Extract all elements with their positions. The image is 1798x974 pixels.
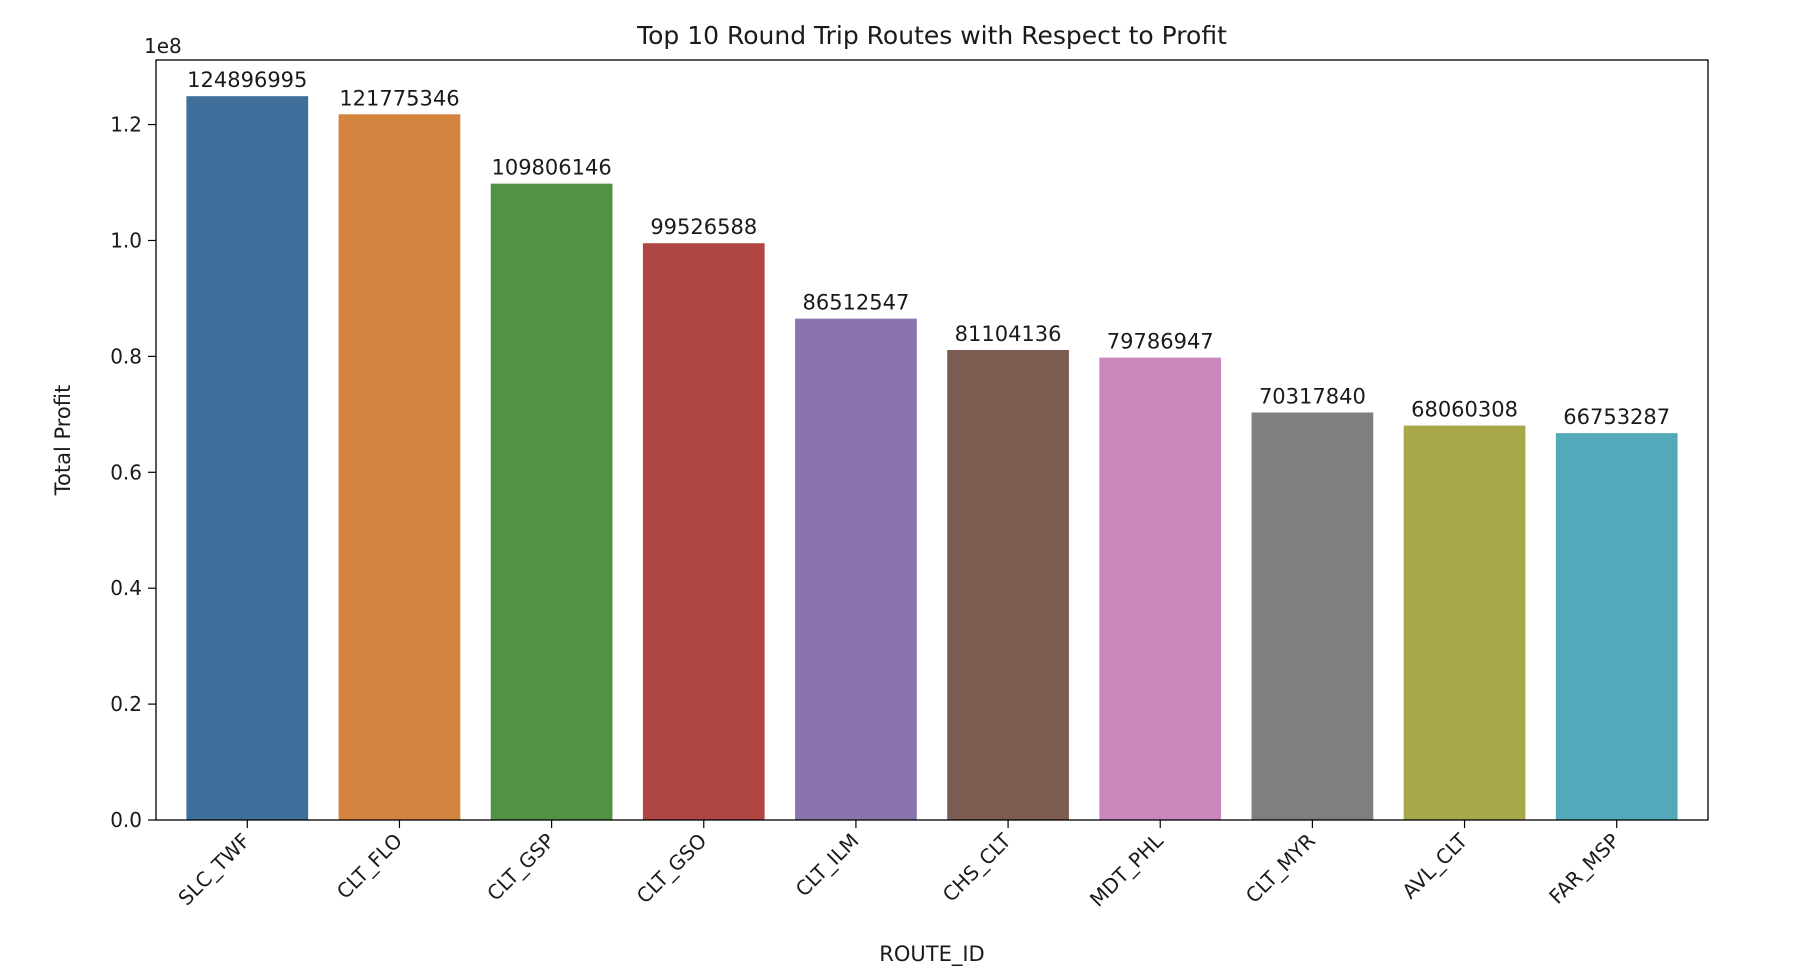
axis-offset-label: 1e8 <box>144 34 182 58</box>
bar-clt-myr <box>1251 412 1374 820</box>
data-label: 86512547 <box>802 291 909 315</box>
x-tick-label: CLT_GSP <box>482 829 559 906</box>
y-tick-label: 0.4 <box>110 576 142 600</box>
x-tick-label: SLC_TWF <box>173 829 255 911</box>
data-label: 124896995 <box>187 68 307 92</box>
x-axis: SLC_TWF CLT_FLO CLT_GSP CLT_GSO CLT_ILM CHS_C… <box>173 820 1624 911</box>
bar-mdt-phl <box>1099 357 1222 820</box>
data-label: 121775346 <box>339 86 459 110</box>
y-axis: 0.0 0.2 0.4 0.6 0.8 1.0 1.2 <box>110 113 156 832</box>
x-tick-label: FAR_MSP <box>1544 829 1624 909</box>
data-labels: 124896995 121775346 109806146 99526588 86512… <box>187 68 1670 429</box>
bar-avl-clt <box>1403 425 1526 820</box>
data-label: 81104136 <box>955 322 1062 346</box>
y-tick-label: 0.8 <box>110 344 142 368</box>
data-label: 79786947 <box>1107 330 1214 354</box>
bar-chs-clt <box>947 349 1069 820</box>
data-label: 109806146 <box>491 156 611 180</box>
x-tick-label: CLT_ILM <box>791 829 864 902</box>
bar-slc-twf <box>186 96 309 820</box>
data-label: 66753287 <box>1563 405 1670 429</box>
data-label: 70317840 <box>1259 384 1366 408</box>
x-tick-label: MDT_PHL <box>1085 828 1168 911</box>
x-tick-label: CLT_FLO <box>332 829 407 904</box>
y-tick-label: 1.0 <box>110 228 142 252</box>
y-tick-label: 1.2 <box>110 113 142 137</box>
bar-clt-flo <box>338 114 461 820</box>
bar-clt-gsp <box>490 183 613 820</box>
x-tick-label: CLT_GSO <box>632 829 712 909</box>
y-tick-label: 0.2 <box>110 692 142 716</box>
bar-far-msp <box>1555 433 1678 820</box>
plot-frame <box>155 59 1709 821</box>
x-tick-label: CLT_MYR <box>1241 829 1320 908</box>
bar-clt-ilm <box>795 318 917 820</box>
data-label: 68060308 <box>1411 398 1518 422</box>
y-tick-label: 0.6 <box>110 460 142 484</box>
x-tick-label: AVL_CLT <box>1397 828 1472 903</box>
x-tick-label: CHS_CLT <box>938 828 1017 907</box>
y-tick-label: 0.0 <box>110 808 142 832</box>
chart-title: Top 10 Round Trip Routes with Respect to… <box>636 21 1227 50</box>
y-axis-label: Total Profit <box>51 385 75 497</box>
bars-layer <box>186 96 1678 820</box>
data-label: 99526588 <box>650 215 757 239</box>
bar-clt-gso <box>642 243 765 820</box>
x-axis-label: ROUTE_ID <box>879 942 984 967</box>
